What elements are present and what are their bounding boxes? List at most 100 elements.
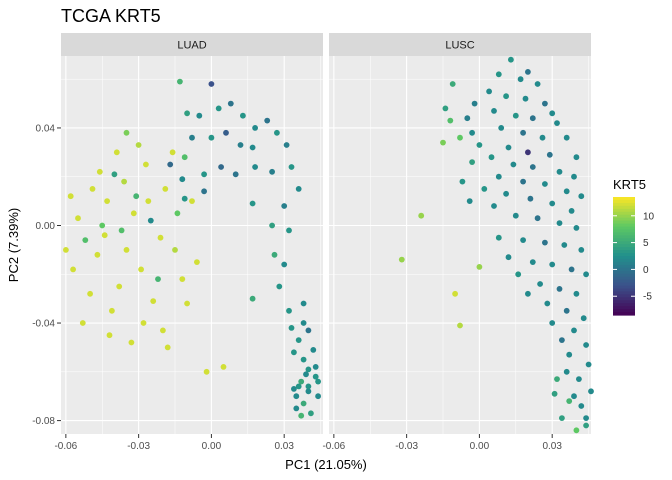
data-point xyxy=(295,186,302,192)
data-point xyxy=(111,171,118,178)
data-point xyxy=(556,220,563,227)
data-point xyxy=(155,276,161,282)
data-point xyxy=(549,261,556,268)
data-point xyxy=(181,154,188,161)
data-point xyxy=(525,290,531,297)
data-point xyxy=(571,393,577,400)
data-point xyxy=(525,149,531,156)
data-point xyxy=(133,193,140,200)
data-point xyxy=(281,261,288,268)
legend-color-segment xyxy=(613,223,635,228)
data-point xyxy=(559,337,565,343)
data-point xyxy=(283,142,290,148)
legend-color-segment xyxy=(613,211,635,216)
data-point xyxy=(87,290,93,297)
legend-break-label: 0 xyxy=(643,265,649,276)
data-point xyxy=(249,144,256,151)
facet-lusc: LUSC xyxy=(329,33,594,434)
data-point xyxy=(288,325,295,331)
data-point xyxy=(237,142,244,148)
strip-luad-label: LUAD xyxy=(177,40,206,52)
data-point xyxy=(554,120,560,126)
legend-color-segment xyxy=(613,312,635,316)
data-point xyxy=(476,142,483,148)
data-point xyxy=(398,256,405,263)
legend-color-segment xyxy=(613,256,635,260)
panel-lusc-points xyxy=(398,56,594,434)
data-point xyxy=(104,198,110,205)
data-point xyxy=(121,178,127,185)
data-point xyxy=(70,266,76,273)
strip-luad-background xyxy=(61,33,323,56)
data-point xyxy=(269,222,275,229)
data-point xyxy=(563,307,570,314)
data-point xyxy=(123,129,130,136)
x-axis-title: PC1 (21.05%) xyxy=(285,457,367,472)
data-point xyxy=(527,195,534,202)
data-point xyxy=(106,332,113,339)
data-point xyxy=(466,198,473,205)
facet-luad: LUAD xyxy=(61,33,323,434)
data-point xyxy=(529,164,536,170)
data-point xyxy=(274,129,280,136)
data-point xyxy=(312,364,319,370)
data-point xyxy=(164,344,171,351)
color-legend: KRT5 10 5 0 -5 xyxy=(613,177,655,316)
data-point xyxy=(293,393,300,400)
legend-color-segment xyxy=(613,273,635,278)
data-point xyxy=(82,237,89,244)
data-point xyxy=(305,366,312,373)
data-point xyxy=(573,225,580,231)
data-point xyxy=(123,247,130,253)
legend-color-segment xyxy=(613,238,635,242)
data-point xyxy=(539,134,546,141)
data-point xyxy=(580,315,587,322)
data-point xyxy=(471,100,478,107)
data-point xyxy=(63,247,69,253)
data-point xyxy=(578,247,585,253)
legend-color-segment xyxy=(613,261,635,266)
data-point xyxy=(215,105,222,112)
data-point xyxy=(181,195,188,202)
data-point xyxy=(145,198,152,205)
data-point xyxy=(486,88,492,95)
data-point xyxy=(583,422,589,429)
data-point xyxy=(310,347,317,353)
data-point xyxy=(573,290,580,297)
data-point xyxy=(546,151,553,158)
data-point xyxy=(189,134,195,141)
x-tick-label: -0.03 xyxy=(395,441,418,452)
data-point xyxy=(201,188,208,195)
data-point xyxy=(240,112,246,119)
legend-color-segment xyxy=(613,244,635,248)
data-point xyxy=(298,412,305,419)
data-point xyxy=(515,271,522,278)
data-point xyxy=(510,161,517,168)
data-point xyxy=(522,95,529,102)
legend-color-segment xyxy=(613,250,635,254)
legend-color-segment xyxy=(613,294,635,298)
data-point xyxy=(291,386,297,392)
legend-ticks: 10 5 0 -5 xyxy=(613,211,655,303)
data-point xyxy=(150,298,157,304)
data-point xyxy=(585,361,592,368)
data-point xyxy=(476,264,483,270)
data-point xyxy=(99,222,106,229)
x-tick-label: -0.06 xyxy=(322,441,345,452)
x-tick-label: -0.06 xyxy=(54,441,77,452)
data-point xyxy=(143,161,149,168)
legend-break-label: 10 xyxy=(643,211,655,222)
data-point xyxy=(583,415,589,421)
data-point xyxy=(549,200,556,207)
data-point xyxy=(503,190,509,197)
chart-title: TCGA KRT5 xyxy=(61,6,161,26)
legend-color-segment xyxy=(613,229,635,233)
legend-color-segment xyxy=(613,232,635,236)
data-point xyxy=(271,251,278,258)
data-point xyxy=(220,364,227,370)
data-point xyxy=(288,164,295,170)
data-point xyxy=(573,154,580,161)
legend-color-segment xyxy=(613,220,635,225)
legend-color-segment xyxy=(613,285,635,290)
data-point xyxy=(295,383,302,390)
